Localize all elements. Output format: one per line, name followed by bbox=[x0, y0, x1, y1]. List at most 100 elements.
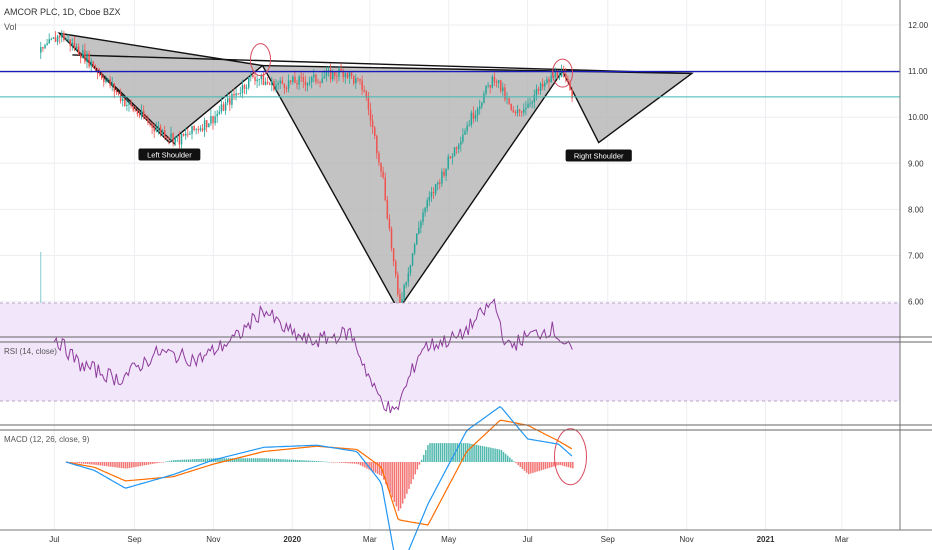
annotation-circles[interactable] bbox=[250, 43, 587, 486]
head-and-shoulders-pattern[interactable]: Left ShoulderHeadRight Shoulder bbox=[57, 32, 694, 330]
macd-histogram-bar bbox=[555, 462, 557, 466]
candle-body bbox=[464, 131, 466, 135]
x-tick-label: 2020 bbox=[283, 535, 301, 544]
macd-histogram-bar bbox=[483, 446, 486, 462]
candle-body bbox=[445, 168, 447, 176]
candle-body bbox=[178, 135, 181, 145]
macd-histogram-bar bbox=[217, 458, 219, 462]
candle-body bbox=[233, 93, 235, 96]
x-tick-label: 2021 bbox=[757, 535, 775, 544]
macd-line bbox=[65, 405, 573, 550]
macd-histogram-bar bbox=[347, 462, 349, 464]
macd-histogram-bar bbox=[515, 462, 517, 464]
candle-body bbox=[159, 126, 162, 133]
candle-body bbox=[350, 72, 353, 76]
macd-histogram-bar bbox=[72, 462, 74, 463]
macd-histogram-bar bbox=[349, 462, 351, 464]
candle-body bbox=[558, 76, 561, 78]
candle-body bbox=[54, 37, 57, 42]
macd-panel[interactable]: 0.500.00-0.50-1.00 bbox=[65, 405, 926, 550]
candle-body bbox=[413, 244, 416, 254]
macd-histogram-bar bbox=[338, 462, 341, 463]
candle-body bbox=[567, 78, 569, 83]
rsi-line bbox=[53, 298, 573, 414]
candle-body bbox=[69, 39, 71, 46]
macd-histogram-bar bbox=[147, 462, 150, 465]
x-tick-label: Nov bbox=[206, 535, 220, 544]
macd-histogram-bar bbox=[168, 460, 171, 462]
candle-body bbox=[376, 135, 378, 154]
candle-body bbox=[256, 79, 258, 82]
candle-body bbox=[550, 75, 552, 83]
x-tick-label: Mar bbox=[835, 535, 849, 544]
macd-histogram-bar bbox=[527, 462, 530, 475]
macd-histogram-bar bbox=[332, 462, 335, 463]
macd-title[interactable]: MACD (12, 26, close, 9) bbox=[4, 435, 90, 444]
macd-histogram-bar bbox=[364, 462, 366, 468]
macd-histogram-bar bbox=[492, 448, 494, 462]
macd-histogram-bar bbox=[215, 458, 217, 462]
candle-body bbox=[359, 79, 361, 81]
macd-histogram-bar bbox=[185, 459, 188, 462]
candle-body bbox=[399, 294, 401, 306]
candle-body bbox=[121, 99, 124, 101]
candle-body bbox=[145, 117, 147, 119]
macd-histogram-bar bbox=[296, 459, 299, 462]
candle-body bbox=[516, 109, 519, 114]
macd-histogram-bar bbox=[93, 462, 95, 465]
candle-body bbox=[409, 265, 412, 273]
candle-body bbox=[512, 109, 515, 113]
candle-body bbox=[544, 82, 546, 87]
macd-histogram-bar bbox=[467, 443, 469, 462]
macd-histogram-bar bbox=[84, 462, 87, 464]
candle-body bbox=[476, 108, 479, 116]
candle-body bbox=[298, 76, 300, 85]
macd-histogram-bar bbox=[517, 462, 519, 466]
candle-body bbox=[369, 109, 372, 121]
macd-histogram-bar bbox=[326, 461, 328, 463]
candle-body bbox=[562, 71, 565, 74]
candle-body bbox=[510, 103, 512, 110]
macd-histogram-bar bbox=[292, 459, 295, 462]
highlight-circle-macd bbox=[554, 428, 587, 486]
candle-body bbox=[199, 128, 202, 131]
candle-body bbox=[157, 126, 160, 129]
candle-body bbox=[168, 137, 170, 139]
head-triangle bbox=[261, 64, 564, 312]
rsi-title[interactable]: RSI (14, close) bbox=[4, 347, 57, 356]
macd-histogram-bar bbox=[479, 445, 482, 462]
candle-body bbox=[407, 272, 410, 282]
macd-histogram-bar bbox=[336, 462, 339, 463]
candle-body bbox=[428, 196, 431, 201]
symbol-title[interactable]: AMCOR PLC, 1D, Cboe BZX bbox=[4, 7, 121, 17]
candle-body bbox=[491, 76, 494, 88]
pattern-label-box bbox=[565, 149, 632, 162]
candle-body bbox=[363, 90, 365, 92]
candle-body bbox=[441, 171, 443, 184]
macd-histogram-bar bbox=[166, 461, 169, 462]
candle-body bbox=[241, 85, 244, 93]
macd-histogram-bar bbox=[107, 462, 110, 467]
rsi-panel[interactable]: 75.0050.0025.00 bbox=[0, 298, 928, 414]
candle-body bbox=[132, 105, 134, 111]
macd-histogram-bar bbox=[383, 462, 385, 480]
x-tick-label: Jul bbox=[49, 535, 59, 544]
macd-histogram-bar bbox=[397, 462, 400, 511]
candle-body bbox=[340, 68, 342, 71]
macd-histogram-bar bbox=[99, 462, 102, 466]
macd-histogram-bar bbox=[194, 459, 196, 462]
macd-histogram-bar bbox=[500, 449, 503, 462]
candle-body bbox=[338, 68, 340, 77]
macd-histogram-bar bbox=[488, 447, 490, 462]
macd-histogram-bar bbox=[328, 461, 330, 463]
x-tick-label: Sep bbox=[127, 535, 142, 544]
candle-body bbox=[237, 93, 239, 95]
macd-histogram-bar bbox=[219, 458, 221, 462]
macd-histogram-bar bbox=[431, 443, 433, 462]
candle-body bbox=[281, 80, 284, 84]
candle-body bbox=[48, 39, 50, 44]
macd-histogram-bar bbox=[433, 443, 435, 462]
candle-body bbox=[460, 141, 462, 145]
macd-histogram-bar bbox=[452, 443, 454, 462]
